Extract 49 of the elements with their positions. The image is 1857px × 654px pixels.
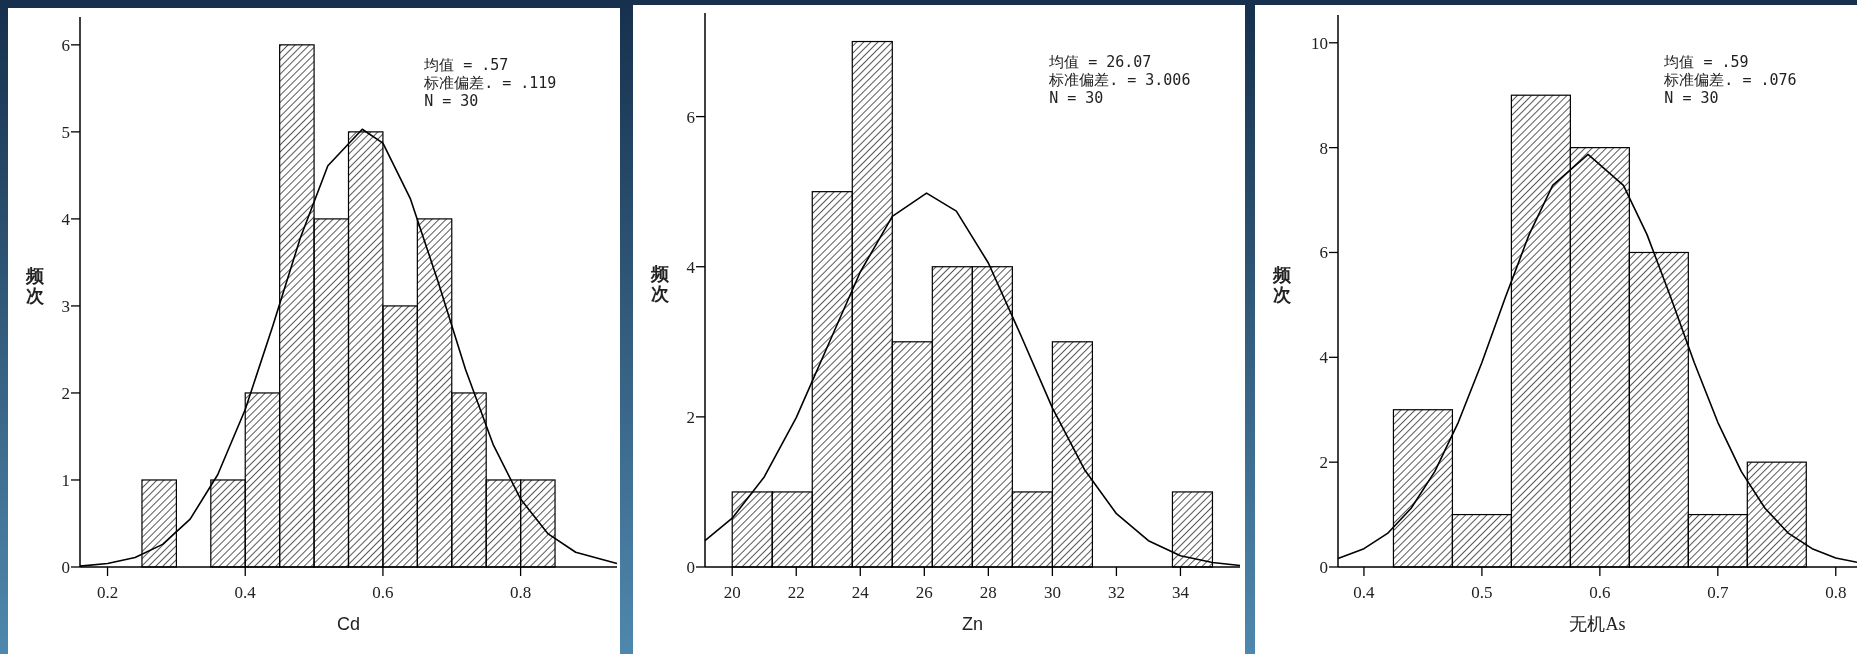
y-tick-label: 6 (61, 35, 70, 55)
annotation: 标准偏差. = .119 (423, 74, 557, 92)
y-tick-label: 0 (1319, 558, 1328, 577)
y-tick-label: 2 (686, 407, 695, 427)
y-tick-label: 4 (1319, 348, 1329, 368)
y-tick-label: 3 (61, 296, 70, 316)
annotation: 均值 = 26.07 (1048, 53, 1152, 71)
x-tick-label: 26 (915, 583, 933, 602)
x-tick-label: 28 (979, 583, 997, 602)
x-tick-label: 0.8 (509, 583, 532, 602)
y-tick-label: 4 (61, 209, 71, 229)
x-axis-title: Zn (961, 614, 984, 634)
y-axis-title: 频次 (25, 266, 45, 306)
y-tick-label: 0 (686, 558, 695, 577)
y-tick-label: 0 (61, 558, 70, 577)
annotation: N = 30 (424, 92, 479, 110)
y-tick-label: 4 (686, 257, 696, 277)
x-tick-label: 0.8 (1825, 583, 1847, 602)
y-tick-label: 8 (1319, 138, 1328, 158)
x-tick-label: 0.5 (1471, 583, 1493, 602)
annotation: 均值 = .59 (1663, 53, 1749, 71)
y-tick-label: 6 (686, 107, 695, 127)
x-tick-label: 24 (851, 583, 870, 602)
x-tick-label: 32 (1107, 583, 1125, 602)
x-tick-label: 0.6 (1589, 583, 1611, 602)
annotation: N = 30 (1049, 89, 1104, 107)
y-tick-label: 2 (61, 383, 70, 403)
y-tick-label: 6 (1319, 243, 1328, 263)
annotation: 均值 = .57 (423, 56, 509, 74)
x-axis-title: 无机As (1569, 614, 1626, 634)
y-tick-label: 1 (61, 470, 70, 490)
x-tick-label: 0.6 (372, 583, 394, 602)
y-tick-label: 10 (1311, 33, 1328, 53)
x-tick-label: 0.7 (1707, 583, 1729, 602)
y-axis-title: 频次 (1272, 265, 1292, 305)
x-tick-label: 0.4 (234, 583, 257, 602)
x-tick-label: 30 (1043, 583, 1061, 602)
y-axis-title: 频次 (650, 264, 670, 304)
x-axis-title: Cd (336, 614, 361, 634)
y-tick-label: 5 (61, 122, 70, 142)
x-tick-label: 0.2 (96, 583, 119, 602)
annotation: 标准偏差. = 3.006 (1048, 71, 1191, 89)
annotation: N = 30 (1664, 89, 1719, 107)
x-tick-label: 22 (787, 583, 805, 602)
x-tick-label: 20 (723, 583, 741, 602)
x-tick-label: 34 (1171, 583, 1190, 602)
x-tick-label: 0.4 (1353, 583, 1376, 602)
annotation: 标准偏差. = .076 (1663, 71, 1797, 89)
y-tick-label: 2 (1319, 453, 1328, 473)
